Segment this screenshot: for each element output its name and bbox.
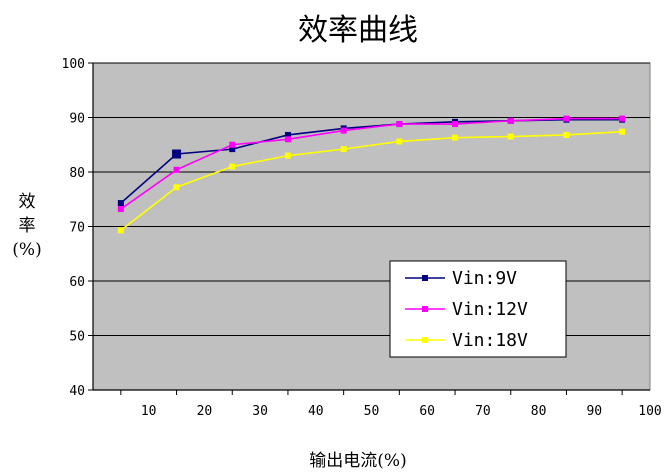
- x-tick-label: 30: [252, 404, 268, 419]
- y-axis-title-part: 效: [19, 192, 36, 212]
- legend-label: Vin:12V: [452, 299, 528, 320]
- x-tick-label: 70: [475, 404, 491, 419]
- data-point: [340, 127, 347, 134]
- y-axis-title: 效率 (%): [12, 192, 41, 260]
- chart-title: 效率曲线: [298, 13, 418, 48]
- series-layer: [117, 115, 626, 234]
- series-Vin:18V: [117, 128, 626, 234]
- y-tick-label: 70: [69, 221, 85, 236]
- data-point: [173, 166, 180, 173]
- series-line: [120, 117, 623, 210]
- y-tick-label: 60: [69, 275, 85, 290]
- data-point: [229, 146, 236, 153]
- data-point: [229, 163, 236, 170]
- data-point: [284, 152, 291, 159]
- data-point: [117, 227, 124, 234]
- legend-marker: [422, 337, 428, 343]
- y-axis-title-part: 率: [19, 216, 36, 236]
- data-point: [563, 115, 570, 122]
- y-tick-label: 90: [69, 112, 85, 127]
- data-point: [229, 141, 236, 148]
- x-tick-label: 10: [141, 404, 157, 419]
- data-point: [117, 200, 124, 207]
- data-point: [117, 206, 124, 213]
- tick-labels: 40 50 60 70 80 90 100 10 20 30 40 50 60 70 80 90 100: [62, 57, 662, 419]
- y-tick-label: 50: [69, 330, 85, 345]
- legend-marker: [422, 275, 428, 281]
- x-tick-label: 100: [638, 404, 661, 419]
- data-point: [284, 136, 291, 143]
- x-tick-label: 40: [308, 404, 324, 419]
- legend-label: Vin:18V: [452, 330, 528, 351]
- data-point: [507, 133, 514, 140]
- series-Vin:12V: [117, 115, 626, 213]
- x-tick-label: 60: [419, 404, 435, 419]
- legend-label: Vin:9V: [452, 268, 517, 289]
- data-point: [507, 117, 514, 124]
- data-point: [452, 121, 459, 128]
- data-point: [173, 184, 180, 191]
- data-point: [619, 115, 626, 122]
- y-tick-label: 80: [69, 166, 85, 181]
- data-point: [396, 138, 403, 145]
- x-tick-label: 90: [586, 404, 602, 419]
- y-tick-label: 40: [69, 384, 85, 399]
- data-point: [172, 149, 182, 159]
- data-point: [396, 121, 403, 128]
- data-point: [340, 146, 347, 153]
- data-point: [563, 131, 570, 138]
- x-axis-title: 输出电流(%): [309, 451, 406, 471]
- x-tick-label: 20: [197, 404, 213, 419]
- data-point: [284, 131, 291, 138]
- series-line: [120, 130, 623, 231]
- legend: Vin:9V Vin:12V Vin:18V: [389, 260, 567, 358]
- legend-marker: [422, 306, 428, 312]
- data-point: [452, 134, 459, 141]
- x-tick-label: 50: [364, 404, 380, 419]
- y-axis-title-part: (%): [12, 240, 41, 260]
- data-point: [619, 128, 626, 135]
- x-tick-label: 80: [531, 404, 547, 419]
- y-tick-label: 100: [62, 57, 85, 72]
